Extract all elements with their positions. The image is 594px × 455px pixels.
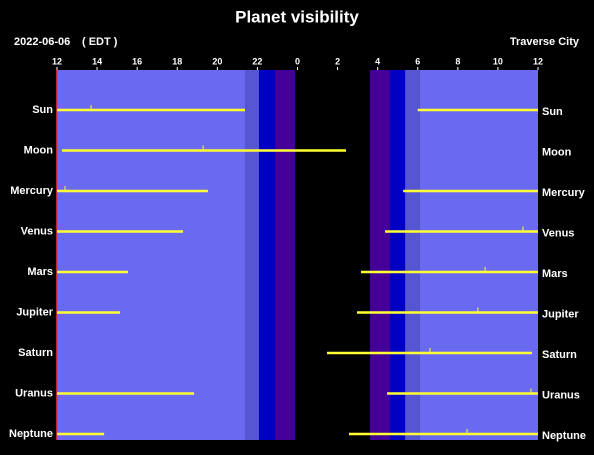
x-tick-label: 10 — [493, 56, 503, 66]
row-label: Jupiter — [16, 306, 53, 318]
twilight-band — [244, 70, 260, 440]
twilight-band — [419, 70, 538, 440]
row-label: Sun — [32, 104, 53, 116]
twilight-band — [57, 70, 245, 440]
x-tick-label: 16 — [132, 56, 142, 66]
row-label: Neptune — [542, 430, 586, 442]
row-label: Mars — [27, 266, 53, 278]
row-label: Saturn — [18, 347, 53, 359]
row-label: Neptune — [9, 428, 53, 440]
row-label: Uranus — [542, 389, 580, 401]
x-tick-label: 0 — [295, 56, 300, 66]
date: 2022-06-06 — [14, 36, 70, 48]
row-label: Jupiter — [542, 308, 579, 320]
row-label: Venus — [542, 227, 574, 239]
twilight-band — [370, 70, 391, 440]
row-label: Mercury — [542, 187, 586, 199]
x-tick-label: 20 — [212, 56, 222, 66]
x-tick-label: 18 — [172, 56, 182, 66]
timezone: ( EDT ) — [82, 36, 118, 48]
chart-title: Planet visibility — [235, 7, 359, 26]
row-label: Moon — [24, 144, 54, 156]
location: Traverse City — [510, 36, 580, 48]
twilight-band — [275, 70, 296, 440]
row-label: Venus — [21, 225, 53, 237]
twilight-band — [390, 70, 406, 440]
twilight-band — [405, 70, 420, 440]
row-label: Mercury — [10, 185, 54, 197]
x-tick-label: 14 — [92, 56, 102, 66]
twilight-band — [259, 70, 276, 440]
x-tick-label: 6 — [415, 56, 420, 66]
row-label: Sun — [542, 106, 563, 118]
row-label: Mars — [542, 268, 568, 280]
x-tick-label: 4 — [375, 56, 380, 66]
row-label: Saturn — [542, 349, 577, 361]
row-label: Moon — [542, 146, 572, 158]
x-tick-label: 8 — [455, 56, 460, 66]
x-tick-label: 2 — [335, 56, 340, 66]
x-tick-label: 12 — [533, 56, 543, 66]
twilight-band — [295, 70, 371, 440]
row-label: Uranus — [15, 387, 53, 399]
x-tick-label: 12 — [52, 56, 62, 66]
x-tick-label: 22 — [252, 56, 262, 66]
